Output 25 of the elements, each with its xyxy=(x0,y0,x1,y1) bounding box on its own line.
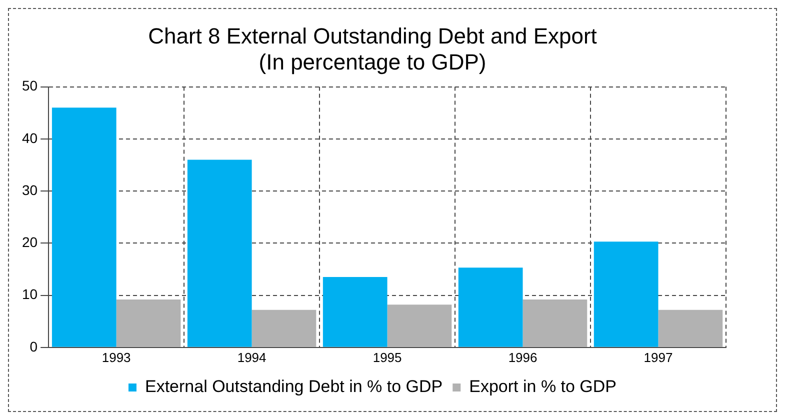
chart-title: Chart 8 External Outstanding Debt and Export xyxy=(148,23,597,48)
bar xyxy=(658,310,723,347)
bar xyxy=(387,304,452,347)
bar xyxy=(458,268,523,347)
y-tick-label: 0 xyxy=(30,338,38,354)
x-tick-label: 1994 xyxy=(237,350,266,365)
bar xyxy=(522,299,588,347)
chart-subtitle: (In percentage to GDP) xyxy=(258,50,486,75)
bar xyxy=(252,310,316,347)
y-tick-label: 20 xyxy=(22,234,38,250)
x-tick-label: 1997 xyxy=(644,350,673,365)
y-tick-label: 30 xyxy=(22,182,38,198)
x-tick-label: 1996 xyxy=(508,350,538,365)
bar xyxy=(187,160,252,347)
bar xyxy=(52,108,116,347)
bar xyxy=(116,299,181,347)
y-tick-label: 40 xyxy=(22,130,38,146)
x-tick-label: 1993 xyxy=(102,350,131,365)
legend-label: External Outstanding Debt in % to GDP xyxy=(144,377,443,396)
y-tick-label: 10 xyxy=(22,286,38,302)
y-tick-label: 50 xyxy=(22,78,38,94)
x-tick-label: 1995 xyxy=(372,350,402,365)
bar xyxy=(594,242,658,347)
bar xyxy=(322,277,388,347)
legend-label: Export in % to GDP xyxy=(469,377,617,396)
